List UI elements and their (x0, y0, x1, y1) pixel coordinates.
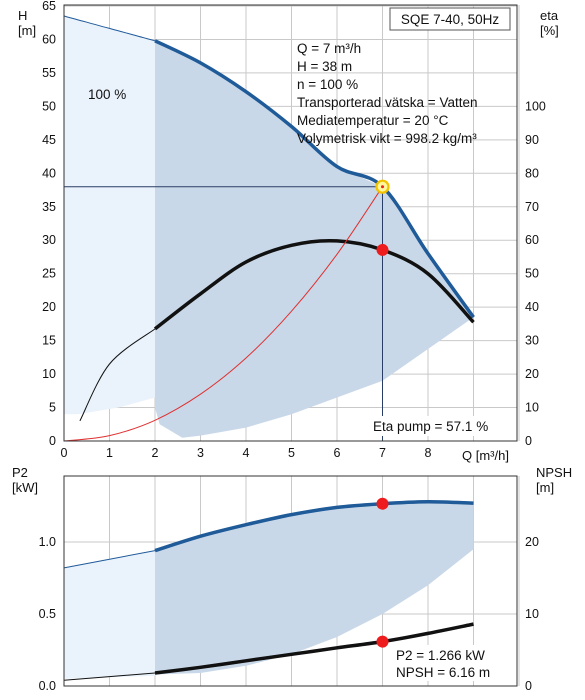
speed-label: 100 % (88, 87, 126, 102)
y-right-tick-label: 30 (525, 334, 539, 348)
y-right-tick-label: 40 (525, 300, 539, 314)
y-right-tick-label: 0 (525, 434, 532, 448)
operating-area-lower (155, 501, 474, 675)
info-h: H = 38 m (297, 59, 352, 74)
y-left-tick-label: 30 (42, 233, 56, 247)
lower-chart: P2 [kW] NPSH [m] P2 = 1.266 kW NPSH = 6.16… (12, 465, 572, 687)
y-left-tick-label: 65 (42, 0, 56, 13)
upper-chart: SQE 7-40, 50Hz Q = 7 m³/h H = 38 m n = 1… (18, 4, 559, 463)
x-tick-label: 0 (61, 446, 68, 460)
x-tick-label: 7 (379, 446, 386, 460)
x-tick-label: 1 (106, 446, 113, 460)
eta-pump-label: Eta pump = 57.1 % (373, 419, 488, 434)
x-tick-label: 3 (197, 446, 204, 460)
info-n: n = 100 % (297, 77, 358, 92)
npsh-tick-label: 20 (525, 535, 539, 549)
y-right-tick-label: 50 (525, 267, 539, 281)
y-right-tick-label: 100 (525, 99, 546, 113)
x-tick-label: 5 (288, 446, 295, 460)
y-left-axis-title-line1: H [m] (18, 8, 36, 38)
npsh-tick-label: 0 (525, 679, 532, 693)
y-left-tick-label: 50 (42, 99, 56, 113)
y-left-tick-label: 40 (42, 166, 56, 180)
tick-labels: 0 1 2 3 4 5 6 7 80510152025303540455055606501020… (39, 0, 546, 693)
lower-curves (63, 497, 474, 681)
low-flow-area (64, 16, 155, 415)
p2-duty-marker (376, 497, 389, 510)
duty-point-center (381, 185, 384, 189)
h-curve-low-flow (63, 15, 156, 42)
x-tick-label: 4 (243, 446, 250, 460)
npsh-tick-label: 10 (525, 607, 539, 621)
p2-tick-label: 0.0 (39, 679, 56, 693)
info-density: Volymetrisk vikt = 998.2 kg/m³ (297, 131, 477, 146)
p2-tick-label: 1.0 (39, 535, 56, 549)
upper-curves (63, 15, 475, 442)
y-right-tick-label: 80 (525, 166, 539, 180)
npsh-duty-marker (376, 635, 389, 648)
operating-area (155, 40, 474, 438)
eta-curve (153, 238, 475, 331)
y-left-tick-label: 20 (42, 300, 56, 314)
y-left-tick-label: 25 (42, 267, 56, 281)
info-liquid: Transporterad vätska = Vatten (297, 95, 477, 110)
lower-operating-area (64, 501, 474, 679)
y-left-tick-label: 45 (42, 133, 56, 147)
p2-curve-low-flow (63, 550, 156, 569)
y-right-tick-label: 20 (525, 367, 539, 381)
p2-axis-title: P2 [kW] (12, 465, 38, 495)
x-tick-label: 2 (152, 446, 159, 460)
y-right-axis-title: eta [%] (540, 8, 559, 38)
title-box (389, 7, 511, 31)
chart-title: SQE 7-40, 50Hz (401, 12, 500, 27)
low-flow-area-lower (64, 550, 155, 679)
npsh-axis-title: NPSH [m] (536, 465, 572, 495)
y-left-tick-label: 35 (42, 200, 56, 214)
x-tick-label: 6 (334, 446, 341, 460)
y-right-tick-label: 60 (525, 233, 539, 247)
p2-curve (154, 499, 474, 553)
info-q: Q = 7 m³/h (297, 41, 361, 56)
y-left-tick-label: 5 (49, 401, 56, 415)
x-tick-label: 8 (425, 446, 432, 460)
npsh-value-label: NPSH = 6.16 m (396, 665, 490, 680)
p2-value-label: P2 = 1.266 kW (396, 648, 485, 663)
y-left-tick-label: 0 (49, 434, 56, 448)
y-left-tick-label: 15 (42, 334, 56, 348)
x-axis-title: Q [m³/h] (462, 448, 509, 463)
npsh-curve-low-flow (63, 672, 156, 681)
y-left-tick-label: 60 (42, 32, 56, 46)
h-curve (154, 39, 475, 319)
y-right-tick-label: 70 (525, 200, 539, 214)
p2-tick-label: 0.5 (39, 607, 56, 621)
upper-operating-area (64, 16, 474, 438)
y-right-tick-label: 90 (525, 133, 539, 147)
npsh-curve (154, 622, 474, 675)
eta-curve-low-flow (79, 328, 156, 422)
system-curve (63, 186, 383, 442)
y-left-tick-label: 10 (42, 367, 56, 381)
info-temperature: Mediatemperatur = 20 °C (297, 113, 449, 128)
y-left-tick-label: 55 (42, 66, 56, 80)
eta-duty-marker (376, 243, 389, 256)
y-right-tick-label: 10 (525, 401, 539, 415)
